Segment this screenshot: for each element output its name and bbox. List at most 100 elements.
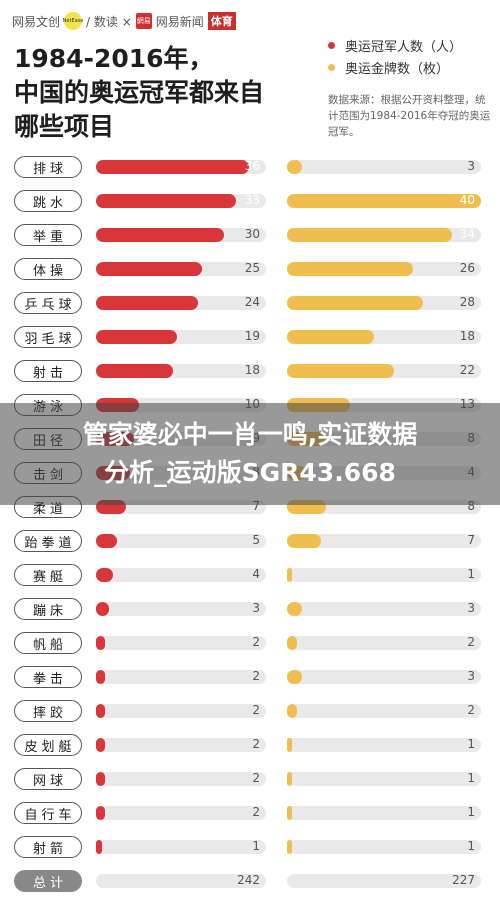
medals-bar bbox=[287, 296, 423, 310]
medals-value: 2 bbox=[467, 703, 475, 717]
champions-bar bbox=[96, 602, 109, 616]
medals-bar bbox=[287, 840, 292, 854]
medals-value: 1 bbox=[467, 771, 475, 785]
chart-row: 举重 30 34 bbox=[0, 219, 500, 249]
brand-netease-culture: 网易文创 bbox=[12, 14, 61, 29]
medals-value: 7 bbox=[467, 533, 475, 547]
medals-bar bbox=[287, 330, 375, 344]
champions-track bbox=[96, 772, 266, 786]
medals-track bbox=[287, 670, 481, 684]
champions-value: 3 bbox=[252, 601, 260, 615]
category-label: 赛艇 bbox=[14, 564, 82, 586]
champions-value: 242 bbox=[237, 873, 260, 887]
medals-bar bbox=[287, 568, 292, 582]
champions-track bbox=[96, 738, 266, 752]
champions-value: 2 bbox=[252, 635, 260, 649]
category-label: 乒乓球 bbox=[14, 292, 82, 314]
champions-track bbox=[96, 160, 266, 174]
champions-bar bbox=[96, 228, 224, 242]
medals-bar bbox=[287, 534, 321, 548]
medals-bar bbox=[287, 262, 414, 276]
watermark-overlay: 管家婆必中一肖一鸣,实证数据 分析_运动版SGR43.668 bbox=[0, 403, 500, 505]
medals-bar bbox=[287, 636, 297, 650]
medals-track bbox=[287, 364, 481, 378]
source-note: 数据来源：根据公开资料整理，统计范围为1984-2016年夺冠的奥运冠军。 bbox=[328, 94, 491, 138]
medals-track bbox=[287, 806, 481, 820]
category-label: 射击 bbox=[14, 360, 82, 382]
champions-track bbox=[96, 874, 266, 888]
medals-track bbox=[287, 330, 481, 344]
chart-row: 赛艇 4 1 bbox=[0, 559, 500, 589]
brand-row: 网易文创 NetEase / 数读 × 網易 网易新闻 体育 bbox=[12, 10, 236, 32]
chart-row: 帆船 2 2 bbox=[0, 627, 500, 657]
overlay-line-2: 分析_运动版SGR43.668 bbox=[104, 458, 396, 487]
champions-track bbox=[96, 296, 266, 310]
medals-value: 1 bbox=[467, 805, 475, 819]
chart-row: 羽毛球 19 18 bbox=[0, 321, 500, 351]
title-line-2: 中国的奥运冠军都来自 bbox=[14, 78, 265, 107]
brand-sports-tag: 体育 bbox=[207, 12, 236, 30]
champions-value: 2 bbox=[252, 703, 260, 717]
category-label: 帆船 bbox=[14, 632, 82, 654]
champions-bar bbox=[96, 738, 105, 752]
medals-value: 227 bbox=[452, 873, 475, 887]
medals-bar bbox=[287, 772, 292, 786]
medals-track bbox=[287, 534, 481, 548]
medals-value: 3 bbox=[467, 159, 475, 173]
medals-track bbox=[287, 296, 481, 310]
chart-title: 1984-2016年， 中国的奥运冠军都来自 哪些项目 bbox=[14, 42, 314, 144]
champions-bar bbox=[96, 160, 249, 174]
category-label: 跆拳道 bbox=[14, 530, 82, 552]
chart-row: 自行车 2 1 bbox=[0, 797, 500, 827]
category-label: 自行车 bbox=[14, 802, 82, 824]
champions-track bbox=[96, 364, 266, 378]
netease-logo-icon: 網易 bbox=[135, 13, 152, 29]
champions-value: 2 bbox=[252, 669, 260, 683]
category-label: 跳水 bbox=[14, 190, 82, 212]
category-label: 体操 bbox=[14, 258, 82, 280]
total-row: 总计 242 227 bbox=[0, 865, 500, 895]
chart-row: 皮划艇 2 1 bbox=[0, 729, 500, 759]
category-label: 射箭 bbox=[14, 836, 82, 858]
champions-track bbox=[96, 194, 266, 208]
legend: 奥运冠军人数（人） 奥运金牌数（枚） bbox=[328, 34, 462, 78]
champions-bar bbox=[96, 364, 173, 378]
medals-value: 1 bbox=[467, 567, 475, 581]
medals-bar bbox=[287, 364, 394, 378]
medals-value: 18 bbox=[459, 329, 475, 343]
title-line-3: 哪些项目 bbox=[14, 112, 115, 141]
champions-bar bbox=[96, 330, 177, 344]
brand-netease-news: 网易新闻 bbox=[155, 14, 204, 29]
champions-track bbox=[96, 262, 266, 276]
champions-value: 19 bbox=[244, 329, 260, 343]
champions-value: 2 bbox=[252, 771, 260, 785]
champions-bar bbox=[96, 806, 105, 820]
chart-row: 排球 36 3 bbox=[0, 151, 500, 181]
category-label: 举重 bbox=[14, 224, 82, 246]
champions-value: 2 bbox=[252, 805, 260, 819]
medals-value: 22 bbox=[459, 363, 475, 377]
champions-bar bbox=[96, 262, 203, 276]
category-label: 摔跤 bbox=[14, 700, 82, 722]
champions-bar bbox=[96, 670, 105, 684]
champions-bar bbox=[96, 704, 105, 718]
medals-track bbox=[287, 568, 481, 582]
champions-bar bbox=[96, 840, 102, 854]
overlay-line-1: 管家婆必中一肖一鸣,实证数据 bbox=[82, 420, 418, 449]
legend-swatch-champions bbox=[328, 41, 335, 49]
champions-track bbox=[96, 568, 266, 582]
champions-value: 18 bbox=[244, 363, 260, 377]
medals-value: 3 bbox=[467, 669, 475, 683]
category-label: 网球 bbox=[14, 768, 82, 790]
champions-value: 5 bbox=[252, 533, 260, 547]
champions-track bbox=[96, 636, 266, 650]
chart-row: 拳击 2 3 bbox=[0, 661, 500, 691]
medals-track bbox=[287, 636, 481, 650]
medals-track bbox=[287, 704, 481, 718]
medals-track bbox=[287, 738, 481, 752]
champions-track bbox=[96, 534, 266, 548]
category-label: 蹦床 bbox=[14, 598, 82, 620]
medals-value: 1 bbox=[467, 839, 475, 853]
champions-value: 1 bbox=[252, 839, 260, 853]
legend-label-medals: 奥运金牌数（枚） bbox=[345, 61, 450, 77]
